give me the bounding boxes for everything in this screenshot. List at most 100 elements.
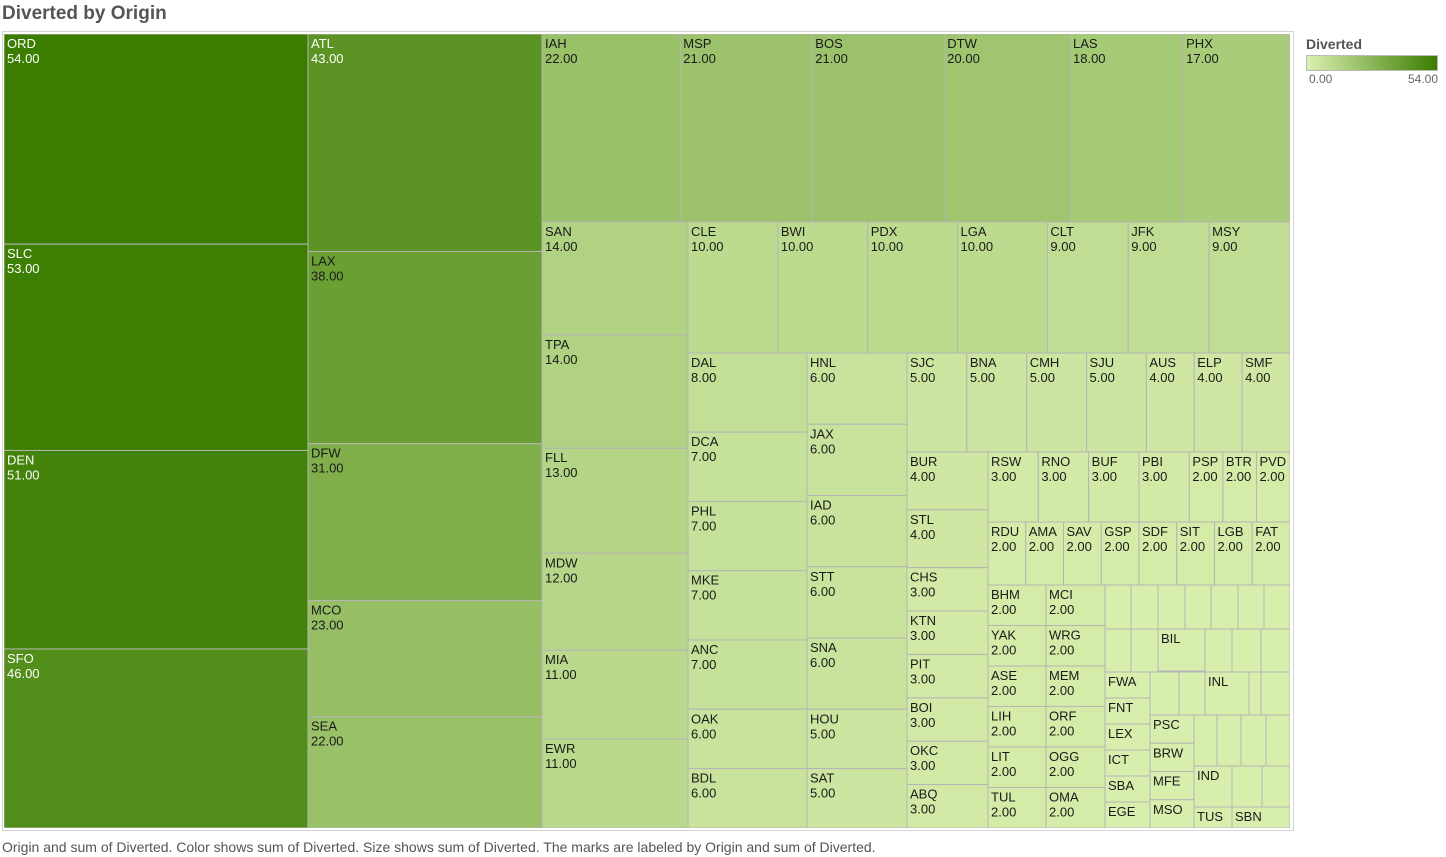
treemap-cell-unlabeled[interactable] <box>1260 671 1290 716</box>
treemap-cell-inl[interactable]: INL <box>1204 671 1250 716</box>
treemap-cell-psc[interactable]: PSC <box>1149 714 1195 744</box>
treemap-cell-unlabeled[interactable] <box>1130 628 1159 673</box>
treemap-cell-unlabeled[interactable] <box>1130 584 1159 630</box>
treemap-cell-unlabeled[interactable] <box>1248 671 1262 716</box>
treemap-cell-tus[interactable]: TUS <box>1193 806 1233 828</box>
treemap-cell-unlabeled[interactable] <box>1231 765 1263 808</box>
treemap-cell-ict[interactable]: ICT <box>1104 749 1151 777</box>
treemap-cell-brw[interactable]: BRW <box>1149 742 1195 772</box>
treemap-cell-fwa[interactable]: FWA <box>1104 671 1151 699</box>
treemap-cell-unlabeled[interactable] <box>1178 671 1206 716</box>
treemap-cell-mso[interactable]: MSO <box>1149 799 1195 828</box>
treemap-cell-unlabeled[interactable] <box>1157 584 1186 630</box>
treemap-cell-ind[interactable]: IND <box>1193 765 1233 808</box>
treemap-cell-unlabeled[interactable] <box>1184 584 1212 630</box>
treemap-cell-unlabeled[interactable] <box>1265 714 1290 767</box>
treemap-cell-unlabeled[interactable] <box>1260 628 1290 673</box>
treemap-cell-unlabeled[interactable] <box>1216 714 1242 767</box>
treemap-cell-unlabeled[interactable] <box>1193 714 1218 767</box>
treemap-cell-unlabeled[interactable] <box>1104 584 1132 630</box>
treemap-cell-fnt[interactable]: FNT <box>1104 697 1151 725</box>
treemap-cell-bil[interactable]: BIL <box>1157 628 1206 672</box>
treemap-cell-sba[interactable]: SBA <box>1104 775 1151 803</box>
treemap-cell-mfe[interactable]: MFE <box>1149 771 1195 801</box>
treemap-cell-sbn[interactable]: SBN <box>1231 806 1290 828</box>
treemap-cell-unlabeled[interactable] <box>1261 765 1290 808</box>
treemap-cell-unlabeled[interactable] <box>1204 628 1233 673</box>
treemap-cell-unlabeled[interactable] <box>1210 584 1239 630</box>
treemap-cell-unlabeled[interactable] <box>1237 584 1265 630</box>
treemap-cell-unlabeled[interactable] <box>1263 584 1290 630</box>
